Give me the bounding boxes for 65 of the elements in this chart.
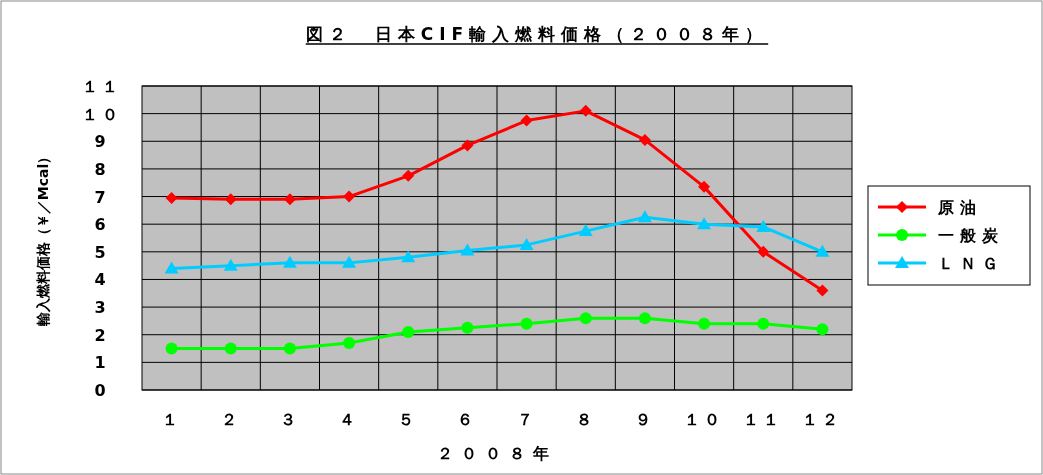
y-tick-label: １１ [82, 77, 122, 96]
point [165, 191, 178, 204]
point [638, 133, 651, 146]
y-tick-label: 7 [94, 187, 110, 207]
point [283, 342, 296, 355]
point [519, 237, 534, 250]
y-tick-label: 5 [94, 242, 110, 262]
x-tick-label: １０ [684, 410, 725, 429]
point [815, 244, 830, 257]
x-tick-label: １ [161, 410, 182, 429]
point [224, 193, 237, 206]
x-tick-label: １２ [802, 410, 843, 429]
point [224, 342, 237, 355]
x-tick-label: １１ [743, 410, 784, 429]
x-axis-title: ２００８年 [437, 444, 557, 463]
point [698, 180, 711, 193]
y-tick-label: 3 [94, 298, 110, 318]
point [816, 284, 829, 297]
legend-label: 一般炭 [938, 226, 1004, 245]
x-tick-label: ８ [575, 410, 596, 429]
point [579, 104, 592, 117]
point [460, 243, 475, 256]
y-tick-label: 2 [94, 325, 110, 345]
point [282, 255, 297, 268]
point [578, 224, 593, 237]
point [342, 255, 357, 268]
y-tick-label: 4 [94, 270, 110, 290]
chart-title: 図２ 日本CIF輸入燃料価格（２００８年） [305, 24, 769, 44]
y-tick-label: １０ [82, 104, 122, 124]
y-axis-title: 輸入燃料価格（￥／Mcal） [35, 149, 51, 328]
point [343, 337, 356, 350]
x-tick-label: ４ [339, 410, 360, 429]
point [757, 245, 770, 258]
point [637, 210, 652, 223]
point [461, 321, 474, 334]
point [698, 317, 711, 330]
point [402, 169, 415, 182]
y-tick-label: 0 [94, 381, 110, 400]
x-tick-label: ９ [634, 410, 655, 429]
point [165, 342, 178, 355]
x-tick-label: ７ [516, 410, 537, 429]
point [223, 258, 238, 271]
y-tick-label: 8 [94, 159, 110, 179]
point [697, 217, 712, 230]
point [520, 317, 533, 330]
legend-label: 原油 [937, 198, 982, 217]
point [638, 312, 651, 325]
point [401, 250, 416, 263]
y-tick-label: 6 [94, 215, 110, 235]
legend-label: ＬＮＧ [938, 254, 1004, 273]
point [520, 114, 533, 127]
point [343, 190, 356, 203]
x-tick-label: ６ [457, 410, 478, 429]
x-tick-label: ３ [279, 410, 300, 429]
point [756, 219, 771, 232]
x-tick-label: ５ [398, 410, 419, 429]
x-tick-label: ２ [220, 410, 241, 429]
y-tick-label: 1 [94, 353, 110, 373]
y-tick-label: 9 [94, 132, 110, 152]
point [757, 317, 770, 330]
point [402, 325, 415, 338]
point [816, 323, 829, 336]
point [164, 261, 179, 274]
point [461, 139, 474, 152]
point [579, 312, 592, 325]
